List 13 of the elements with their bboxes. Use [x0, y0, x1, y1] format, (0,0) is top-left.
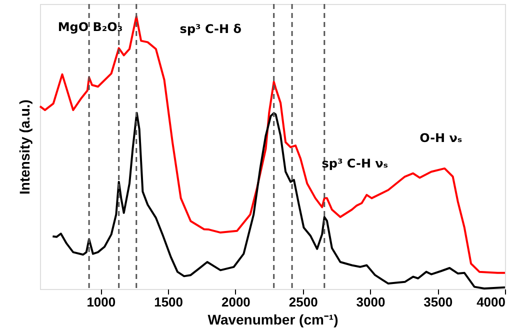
x-tick-label: 2500: [288, 294, 318, 310]
annotation: sp³ C-H νₛ: [322, 156, 388, 171]
x-axis-title: Wavenumber (cm⁻¹): [208, 312, 338, 328]
y-axis-title: Intensity (a.u.): [16, 100, 32, 194]
x-tick-label: 3500: [424, 294, 453, 310]
annotation: sp³ C-H δ: [180, 22, 242, 36]
annotation: O-H νₛ: [420, 130, 462, 145]
x-tick-label: 2000: [221, 294, 250, 310]
x-tick-label: 4000: [476, 294, 506, 310]
x-tick-label: 3000: [356, 294, 386, 310]
x-tick-label: 1000: [86, 294, 116, 310]
annotation: MgO B₂O₃: [58, 20, 123, 34]
x-tick-label: 1500: [154, 294, 184, 310]
